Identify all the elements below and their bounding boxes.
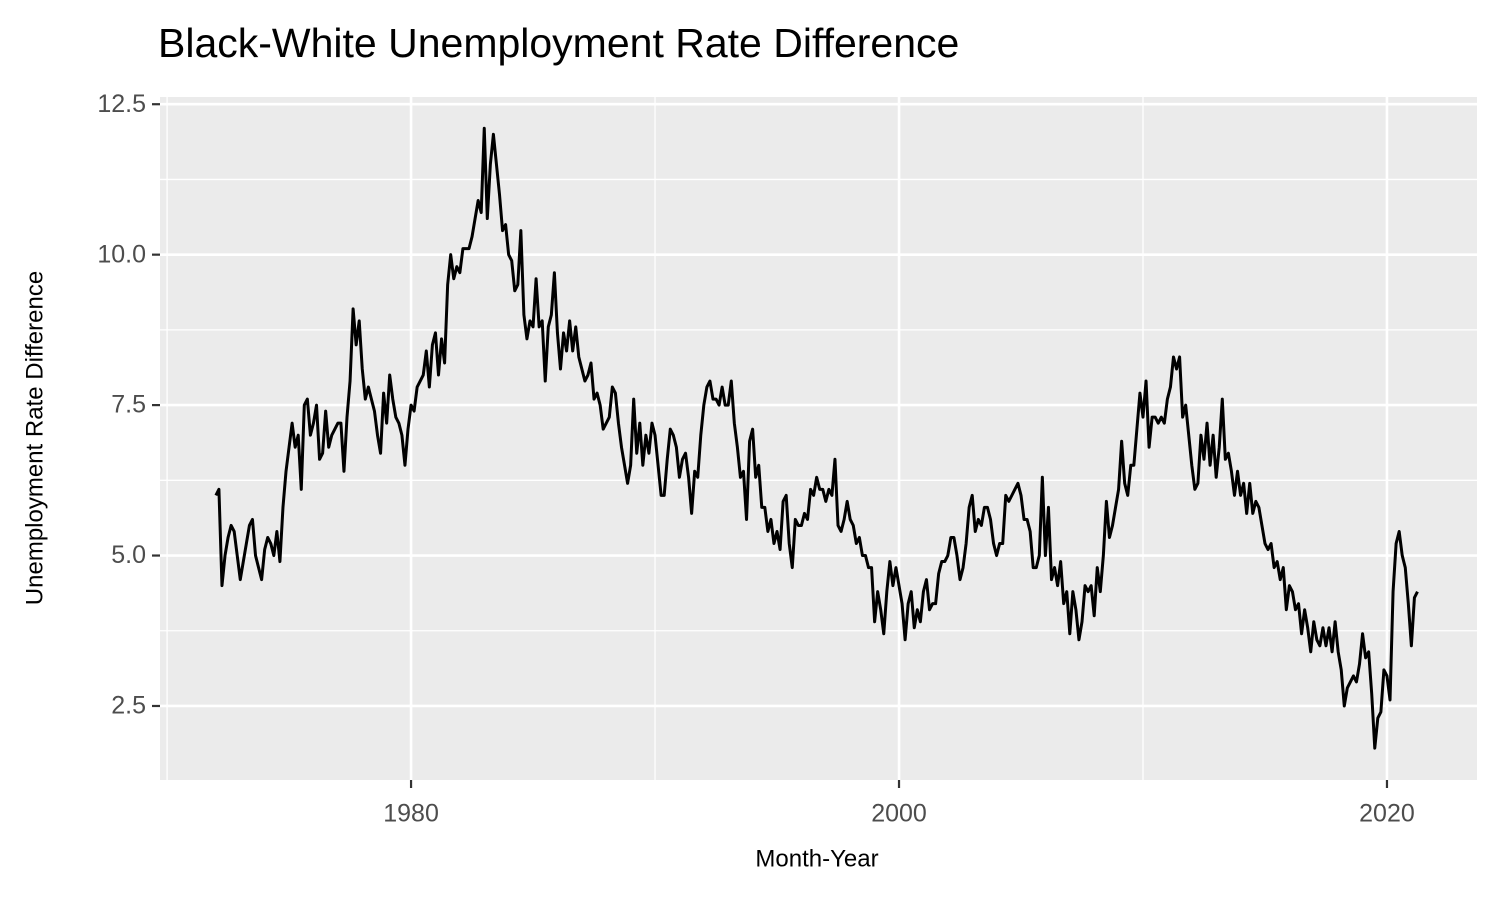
x-tick-label: 2020 <box>1359 800 1415 828</box>
x-axis-title: Month-Year <box>755 845 878 872</box>
chart-title: Black-White Unemployment Rate Difference <box>158 20 959 66</box>
x-tick-label: 1980 <box>383 800 439 828</box>
data-line <box>214 126 1419 750</box>
y-tick-label: 10.0 <box>97 240 146 268</box>
y-tick-label: 2.5 <box>111 692 146 720</box>
y-tick-label: 7.5 <box>111 391 146 419</box>
y-tick-label: 5.0 <box>111 541 146 569</box>
y-tick-label: 12.5 <box>97 90 146 118</box>
y-axis-title: Unemployment Rate Difference <box>21 271 48 605</box>
x-tick-label: 2000 <box>871 800 927 828</box>
plot-panel <box>160 97 1477 780</box>
